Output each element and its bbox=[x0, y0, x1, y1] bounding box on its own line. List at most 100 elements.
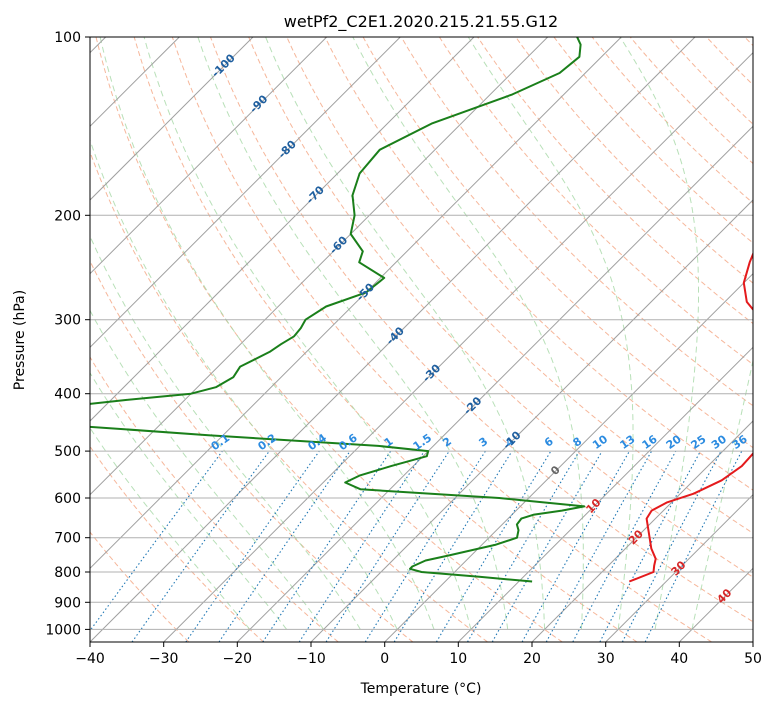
dry-adiabat-line bbox=[90, 259, 414, 642]
y-axis-label: Pressure (hPa) bbox=[12, 290, 28, 390]
x-tick-label: −30 bbox=[149, 651, 179, 667]
dry-adiabat-line bbox=[90, 356, 339, 642]
x-tick-label: −40 bbox=[75, 651, 105, 667]
moist-adiabat-line bbox=[90, 371, 288, 630]
mixing-ratio-label: 16 bbox=[640, 432, 660, 452]
y-tick-label: 500 bbox=[54, 444, 81, 460]
mixing-ratio-line bbox=[393, 450, 513, 642]
isotherm-line bbox=[90, 37, 549, 496]
x-tick-label: 0 bbox=[380, 651, 389, 667]
moist-adiabat-line bbox=[619, 37, 699, 630]
x-tick-label: 30 bbox=[597, 651, 615, 667]
isotherm-line bbox=[163, 51, 753, 642]
mixing-ratio-label: 30 bbox=[709, 432, 729, 452]
moist-adiabat-line bbox=[143, 37, 472, 630]
isotherm-line bbox=[310, 199, 753, 642]
mixing-ratio-line bbox=[325, 450, 450, 642]
mixing-ratio-line bbox=[185, 450, 320, 642]
y-tick-label: 600 bbox=[54, 491, 81, 507]
dry-adiabat-line bbox=[90, 150, 488, 642]
isotherm-line bbox=[752, 641, 753, 642]
mixing-ratio-line bbox=[621, 450, 722, 642]
mixing-ratio-line bbox=[131, 450, 270, 642]
mixing-ratio-label: 0.2 bbox=[256, 431, 279, 453]
dry-adiabat-line bbox=[324, 37, 753, 491]
reference-line-labels: 0.1 0.2 0.4 0.6 1 1.5 2 3 4 6 8 10 13 16 20 25 30 36-100-… bbox=[209, 51, 750, 606]
moist-adiabat-line bbox=[90, 138, 398, 630]
sounding-profiles bbox=[90, 37, 753, 583]
moist-adiabat-line bbox=[197, 37, 509, 630]
dewpoint-profile-line bbox=[90, 37, 586, 583]
mixing-ratio-line bbox=[521, 450, 630, 642]
mixing-ratio-line bbox=[572, 450, 677, 642]
isotherm-line bbox=[457, 346, 753, 642]
isotherm-line bbox=[90, 37, 401, 349]
dry-adiabat-line bbox=[706, 37, 753, 86]
dry-adiabat-line bbox=[133, 37, 638, 642]
isotherm-line bbox=[90, 37, 328, 275]
dry-adiabat-line bbox=[171, 37, 712, 642]
x-tick-label: 20 bbox=[523, 651, 541, 667]
dry-adiabat-line bbox=[438, 37, 753, 366]
mixing-ratio-line bbox=[644, 450, 743, 642]
mixing-ratio-label: 10 bbox=[590, 432, 610, 452]
dry-adiabat-line bbox=[95, 37, 563, 642]
y-tick-label: 1000 bbox=[45, 622, 81, 638]
x-tick-label: 10 bbox=[449, 651, 467, 667]
isotherm-line bbox=[90, 37, 254, 201]
pressure-gridlines bbox=[90, 37, 753, 630]
chart-title: wetPf2_C2E1.2020.215.21.55.G12 bbox=[284, 12, 558, 32]
mixing-ratio-label: 25 bbox=[688, 433, 708, 452]
y-tick-label: 100 bbox=[54, 30, 81, 46]
dry-adiabat-line bbox=[591, 37, 753, 204]
dry-adiabat-line bbox=[90, 445, 264, 642]
mixing-ratio-label: 3 bbox=[477, 435, 491, 450]
temperature-profile-line bbox=[628, 251, 753, 583]
isotherm-line bbox=[90, 37, 475, 422]
dry-adiabat-line bbox=[210, 37, 753, 623]
x-axis: −40 −30 −20 −10 0 10 20 30 40 50 bbox=[75, 642, 762, 667]
isotherm-line bbox=[531, 420, 753, 642]
mixing-ratio-line bbox=[298, 450, 425, 642]
mixing-ratio-line bbox=[435, 450, 552, 642]
isotherm-label: -60 bbox=[327, 233, 350, 256]
background-reference-lines bbox=[90, 37, 753, 642]
y-tick-label: 400 bbox=[54, 387, 81, 403]
y-axis: 100 200 300 400 500 600 700 800 900 1000 bbox=[45, 30, 90, 638]
isotherm-line bbox=[90, 37, 622, 570]
isotherm-line bbox=[384, 272, 753, 642]
mixing-ratio-line bbox=[90, 450, 223, 632]
mixing-ratio-label: 20 bbox=[664, 432, 684, 452]
mixing-ratio-line bbox=[545, 450, 653, 642]
mixing-ratio-line bbox=[218, 450, 351, 642]
x-tick-label: −20 bbox=[223, 651, 253, 667]
moist-adiabat-line bbox=[691, 358, 753, 630]
moist-adiabat-line bbox=[90, 427, 251, 630]
dry-adiabat-line bbox=[248, 37, 753, 578]
x-tick-label: 40 bbox=[670, 651, 688, 667]
isotherm-line bbox=[605, 493, 753, 642]
dry-adiabat-line bbox=[744, 37, 753, 47]
dry-adiabat-line bbox=[515, 37, 753, 284]
plot-frame bbox=[89, 36, 754, 643]
moist-adiabat-line bbox=[265, 37, 546, 630]
isotherm-line bbox=[90, 37, 696, 642]
y-tick-label: 700 bbox=[54, 531, 81, 547]
y-tick-label: 300 bbox=[54, 313, 81, 329]
isotherm-line bbox=[236, 125, 753, 642]
dry-adiabat-line bbox=[400, 37, 753, 407]
moist-adiabat-line bbox=[90, 235, 361, 630]
moist-adiabat-line bbox=[99, 37, 435, 630]
mixing-ratio-label: 13 bbox=[617, 433, 637, 452]
x-axis-label: Temperature (°C) bbox=[360, 681, 482, 697]
dry-adiabat-line bbox=[90, 531, 190, 642]
moist-adiabat-line bbox=[352, 37, 584, 630]
dry-adiabat-line bbox=[668, 37, 753, 125]
y-tick-label: 800 bbox=[54, 565, 81, 581]
y-tick-label: 900 bbox=[54, 595, 81, 611]
x-tick-label: 50 bbox=[744, 651, 762, 667]
moist-adiabat-line bbox=[90, 309, 324, 630]
dry-adiabat-line bbox=[553, 37, 753, 244]
y-tick-label: 200 bbox=[54, 208, 81, 224]
